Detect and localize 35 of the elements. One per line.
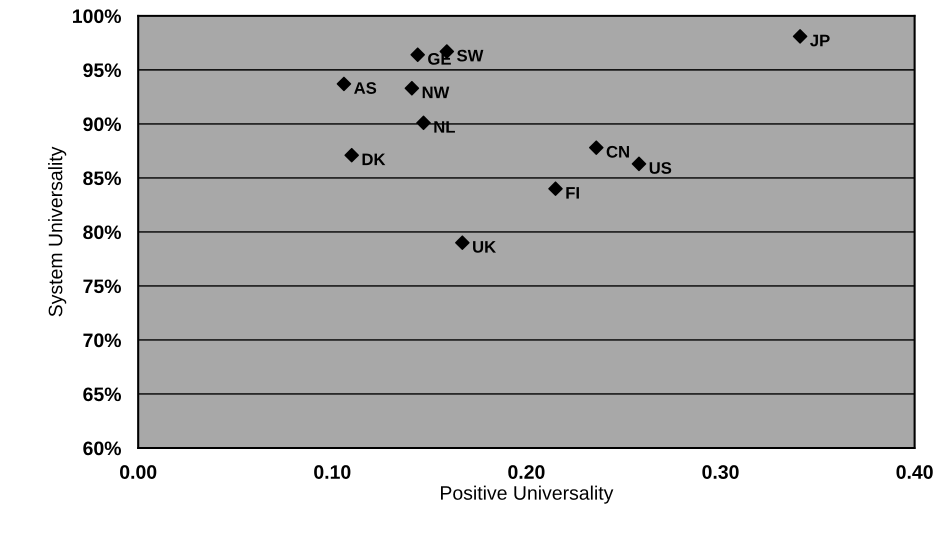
x-tick-label: 0.40: [896, 465, 933, 479]
x-tick-label: 0.10: [314, 465, 350, 479]
y-tick-label: 75%: [83, 279, 121, 294]
point: [416, 116, 431, 130]
annotation: UK: [473, 241, 496, 253]
annotation: CN: [606, 146, 629, 158]
y-tick-label: 90%: [83, 117, 121, 132]
point: [632, 156, 646, 172]
annotation: DK: [362, 154, 386, 166]
annotation: NW: [422, 86, 450, 98]
point: [792, 29, 808, 44]
x-tick-label: 0.30: [702, 465, 739, 479]
point: [336, 76, 352, 92]
y-axis-title: System Universality: [48, 146, 66, 316]
y-tick-label: 95%: [83, 63, 121, 78]
annotation: JP: [810, 34, 830, 46]
y-tick-label: 70%: [83, 333, 121, 348]
annotation: AS: [354, 82, 376, 94]
point: [410, 47, 425, 62]
y-tick-label: 85%: [83, 171, 121, 186]
annotation: FI: [566, 187, 579, 199]
point: [404, 80, 420, 96]
point: [455, 235, 470, 250]
point: [344, 148, 359, 163]
x-axis-title: Positive Universality: [441, 486, 614, 504]
y-tick-label: 60%: [83, 441, 121, 456]
x-tick-label: 0.20: [508, 465, 545, 479]
annotation: SW: [457, 50, 484, 62]
x-tick-label: 0.00: [120, 465, 156, 479]
annotation: US: [650, 162, 672, 174]
y-tick-label: 80%: [83, 225, 121, 240]
point: [588, 140, 604, 155]
y-tick-label: 100%: [73, 9, 122, 24]
point: [548, 181, 563, 196]
y-tick-label: 65%: [83, 387, 121, 402]
